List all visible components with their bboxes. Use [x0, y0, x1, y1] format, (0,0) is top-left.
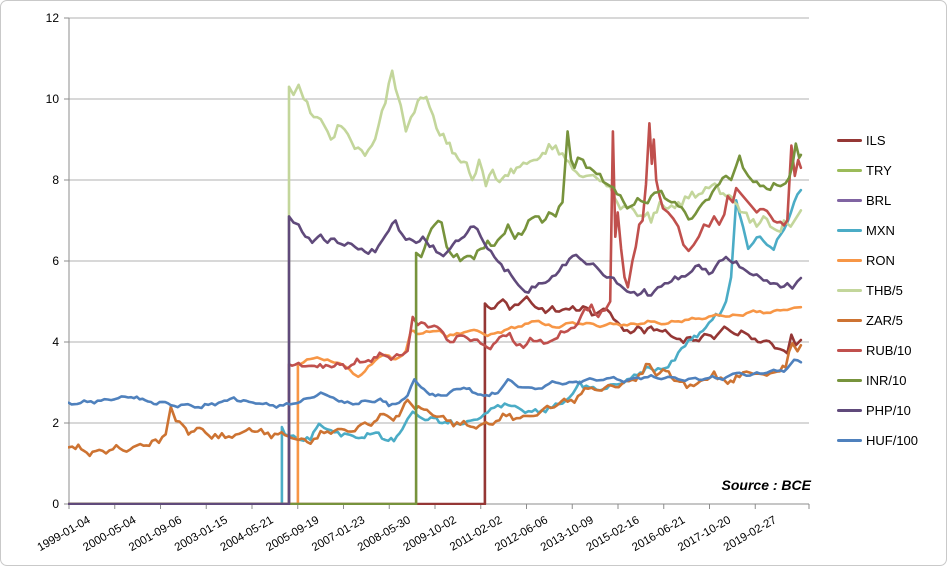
series-group [68, 69, 803, 505]
y-tick-label: 12 [46, 11, 60, 25]
legend-label: INR/10 [866, 372, 907, 388]
legend-item-ils: ILS [837, 125, 918, 155]
series-line-inr-10 [68, 130, 803, 505]
legend-item-mxn: MXN [837, 215, 918, 245]
legend-swatch [837, 438, 862, 442]
legend-item-inr-10: INR/10 [837, 365, 918, 395]
legend-label: HUF/100 [866, 432, 919, 448]
legend-item-thb-5: THB/5 [837, 275, 918, 305]
series-line-zar-5 [68, 341, 803, 458]
legend-item-zar-5: ZAR/5 [837, 305, 918, 335]
legend-swatch [837, 198, 862, 202]
legend-label: THB/5 [866, 282, 903, 298]
series-line-rub-10 [68, 122, 803, 505]
y-tick-label: 0 [52, 497, 59, 511]
legend-swatch [837, 408, 862, 412]
legend-label: BRL [866, 192, 892, 208]
legend-swatch [837, 378, 862, 382]
y-tick-label: 4 [52, 335, 59, 349]
legend-swatch [837, 318, 862, 322]
y-tick-label: 2 [52, 416, 59, 430]
legend-label: PHP/10 [866, 402, 911, 418]
legend-item-php-10: PHP/10 [837, 395, 918, 425]
y-tick-label: 10 [46, 92, 60, 106]
legend-item-huf-100: HUF/100 [837, 425, 918, 455]
legend-swatch [837, 138, 862, 142]
legend-swatch [837, 168, 862, 172]
series-line-thb-5 [68, 69, 803, 505]
legend-item-brl: BRL [837, 185, 918, 215]
series-line-php-10 [68, 215, 803, 505]
y-tick-label: 8 [52, 173, 59, 187]
series-line-ils [68, 295, 803, 505]
legend-label: ZAR/5 [866, 312, 903, 328]
legend-item-try: TRY [837, 155, 918, 185]
legend-label: RUB/10 [866, 342, 912, 358]
legend-label: RON [866, 252, 895, 268]
y-tick-label: 6 [52, 254, 59, 268]
series-line-mxn [68, 188, 803, 505]
legend-swatch [837, 228, 862, 232]
legend-swatch [837, 288, 862, 292]
legend-label: ILS [866, 132, 886, 148]
legend-item-ron: RON [837, 245, 918, 275]
legend-swatch [837, 258, 862, 262]
series-line-huf-100 [68, 358, 803, 410]
legend-label: MXN [866, 222, 895, 238]
legend-swatch [837, 348, 862, 352]
legend-item-rub-10: RUB/10 [837, 335, 918, 365]
legend-label: TRY [866, 162, 892, 178]
legend: ILS TRY BRL MXN RON THB/5 ZAR/5 RUB/10 INR/10 PHP… [837, 125, 918, 455]
source-note: Source : BCE [721, 477, 811, 493]
